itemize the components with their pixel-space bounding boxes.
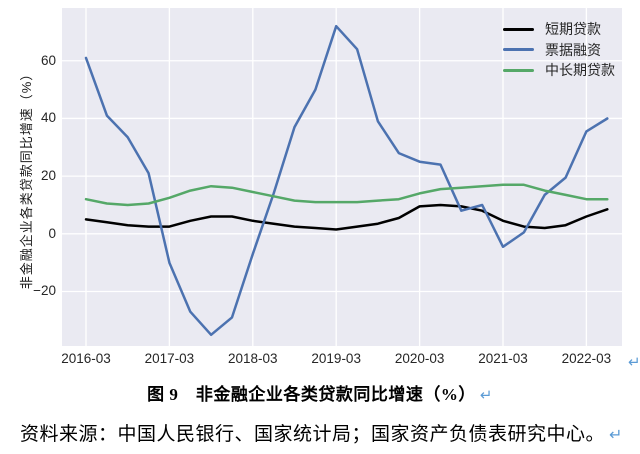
legend-label: 票据融资 — [545, 41, 601, 58]
x-tick-label: 2022-03 — [561, 351, 612, 366]
y-tick-label: 60 — [40, 52, 56, 68]
caption-return-mark: ↵ — [479, 386, 493, 404]
x-tick-label: 2016-03 — [61, 351, 111, 366]
series-line-票据融资 — [84, 24, 609, 337]
x-tick-label: 2018-03 — [228, 351, 278, 366]
legend-item: 票据融资 — [503, 40, 615, 61]
legend-line-swatch — [503, 68, 534, 72]
x-tick-label: 2019-03 — [311, 351, 361, 366]
data-source-text: 资料来源：中国人民银行、国家统计局；国家资产负债表研究中心。 — [20, 424, 606, 445]
line-chart — [62, 8, 622, 346]
y-tick-label: 0 — [48, 225, 56, 241]
x-tick-label: 2017-03 — [144, 351, 195, 366]
figure-caption: 图 9 非金融企业各类贷款同比增速（%） ↵ — [0, 382, 640, 408]
chart-legend: 短期贷款票据融资中长期贷款 — [503, 19, 615, 81]
y-tick-label: −20 — [33, 283, 56, 299]
y-tick-label: 20 — [40, 168, 56, 184]
figure-return-mark: ↵ — [628, 353, 640, 371]
figure-caption-text: 图 9 非金融企业各类贷款同比增速（%） — [147, 385, 476, 404]
legend-label: 短期贷款 — [545, 21, 601, 38]
source-return-mark: ↵ — [609, 425, 623, 444]
y-tick-label: 40 — [40, 110, 56, 126]
legend-label: 中长期贷款 — [545, 62, 615, 79]
data-source-line: 资料来源：中国人民银行、国家统计局；国家资产负债表研究中心。 ↵ — [20, 420, 640, 450]
legend-item: 短期贷款 — [503, 19, 615, 40]
legend-line-swatch — [503, 27, 534, 31]
x-tick-label: 2020-03 — [394, 351, 445, 366]
series-line-中长期贷款 — [84, 183, 609, 207]
x-tick-label: 2021-03 — [478, 351, 528, 366]
legend-line-swatch — [503, 48, 534, 52]
chart-plot-area — [62, 8, 622, 346]
series-line-短期贷款 — [84, 203, 609, 231]
legend-item: 中长期贷款 — [503, 60, 615, 81]
